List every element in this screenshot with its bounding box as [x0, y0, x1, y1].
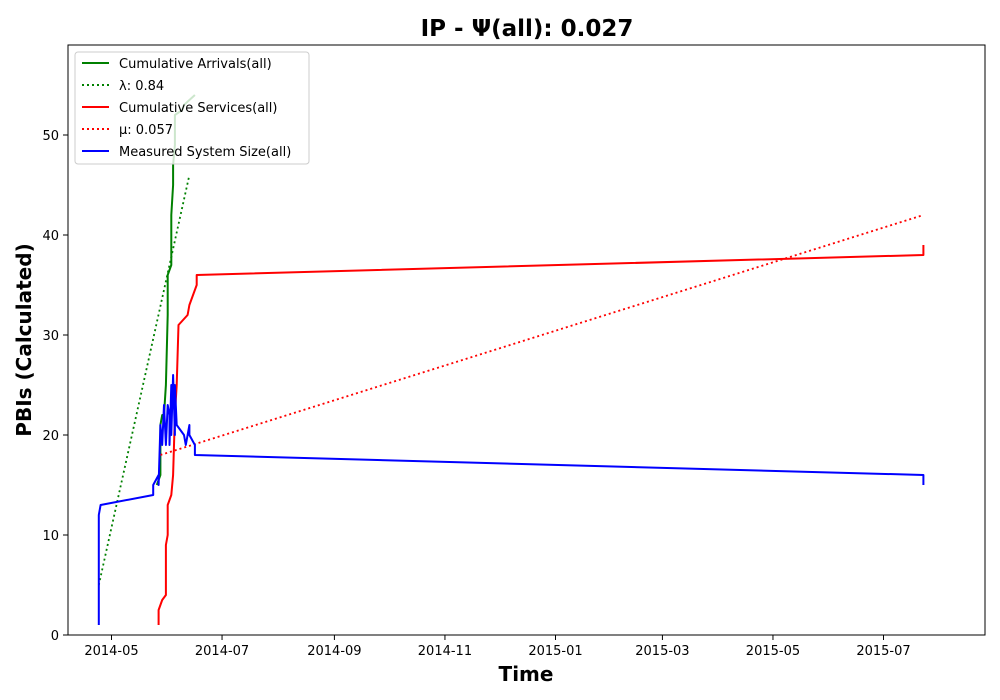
series-line-3: [160, 214, 924, 456]
legend: Cumulative Arrivals(all) λ: 0.84 Cumulativ…: [74, 51, 310, 165]
x-tick-label: 2015-05: [746, 644, 800, 659]
plot-series: [97, 94, 925, 625]
x-tick-label: 2014-05: [84, 644, 138, 659]
x-tick-label: 2015-03: [635, 644, 689, 659]
y-axis: 0 10 20 30 40 50: [42, 129, 68, 644]
legend-label: Cumulative Arrivals(all): [119, 57, 272, 72]
x-tick-label: 2014-07: [195, 644, 249, 659]
y-tick-label: 40: [42, 229, 59, 244]
legend-label: Cumulative Services(all): [119, 101, 277, 116]
legend-label: Measured System Size(all): [119, 145, 291, 160]
legend-frame: [74, 51, 310, 165]
series-line-1: [97, 174, 191, 586]
y-tick-label: 30: [42, 329, 59, 344]
series-line-4: [97, 374, 925, 625]
x-tick-label: 2015-01: [528, 644, 582, 659]
y-tick-label: 0: [51, 629, 59, 644]
y-tick-label: 10: [42, 529, 59, 544]
x-axis: 2014-05 2014-07 2014-09 2014-11 2015-01 2015-…: [84, 635, 911, 659]
x-tick-label: 2014-11: [418, 644, 472, 659]
y-tick-label: 20: [42, 429, 59, 444]
x-axis-label: Time: [499, 662, 554, 686]
legend-label: μ: 0.057: [119, 123, 173, 138]
legend-label: λ: 0.84: [119, 79, 164, 94]
chart-title: IP - Ψ(all): 0.027: [421, 16, 634, 42]
x-tick-label: 2014-09: [307, 644, 361, 659]
plot-area-frame: [67, 44, 986, 636]
y-axis-label: PBIs (Calculated): [12, 243, 36, 436]
y-tick-label: 50: [42, 129, 59, 144]
x-tick-label: 2015-07: [856, 644, 910, 659]
series-line-2: [157, 245, 925, 625]
